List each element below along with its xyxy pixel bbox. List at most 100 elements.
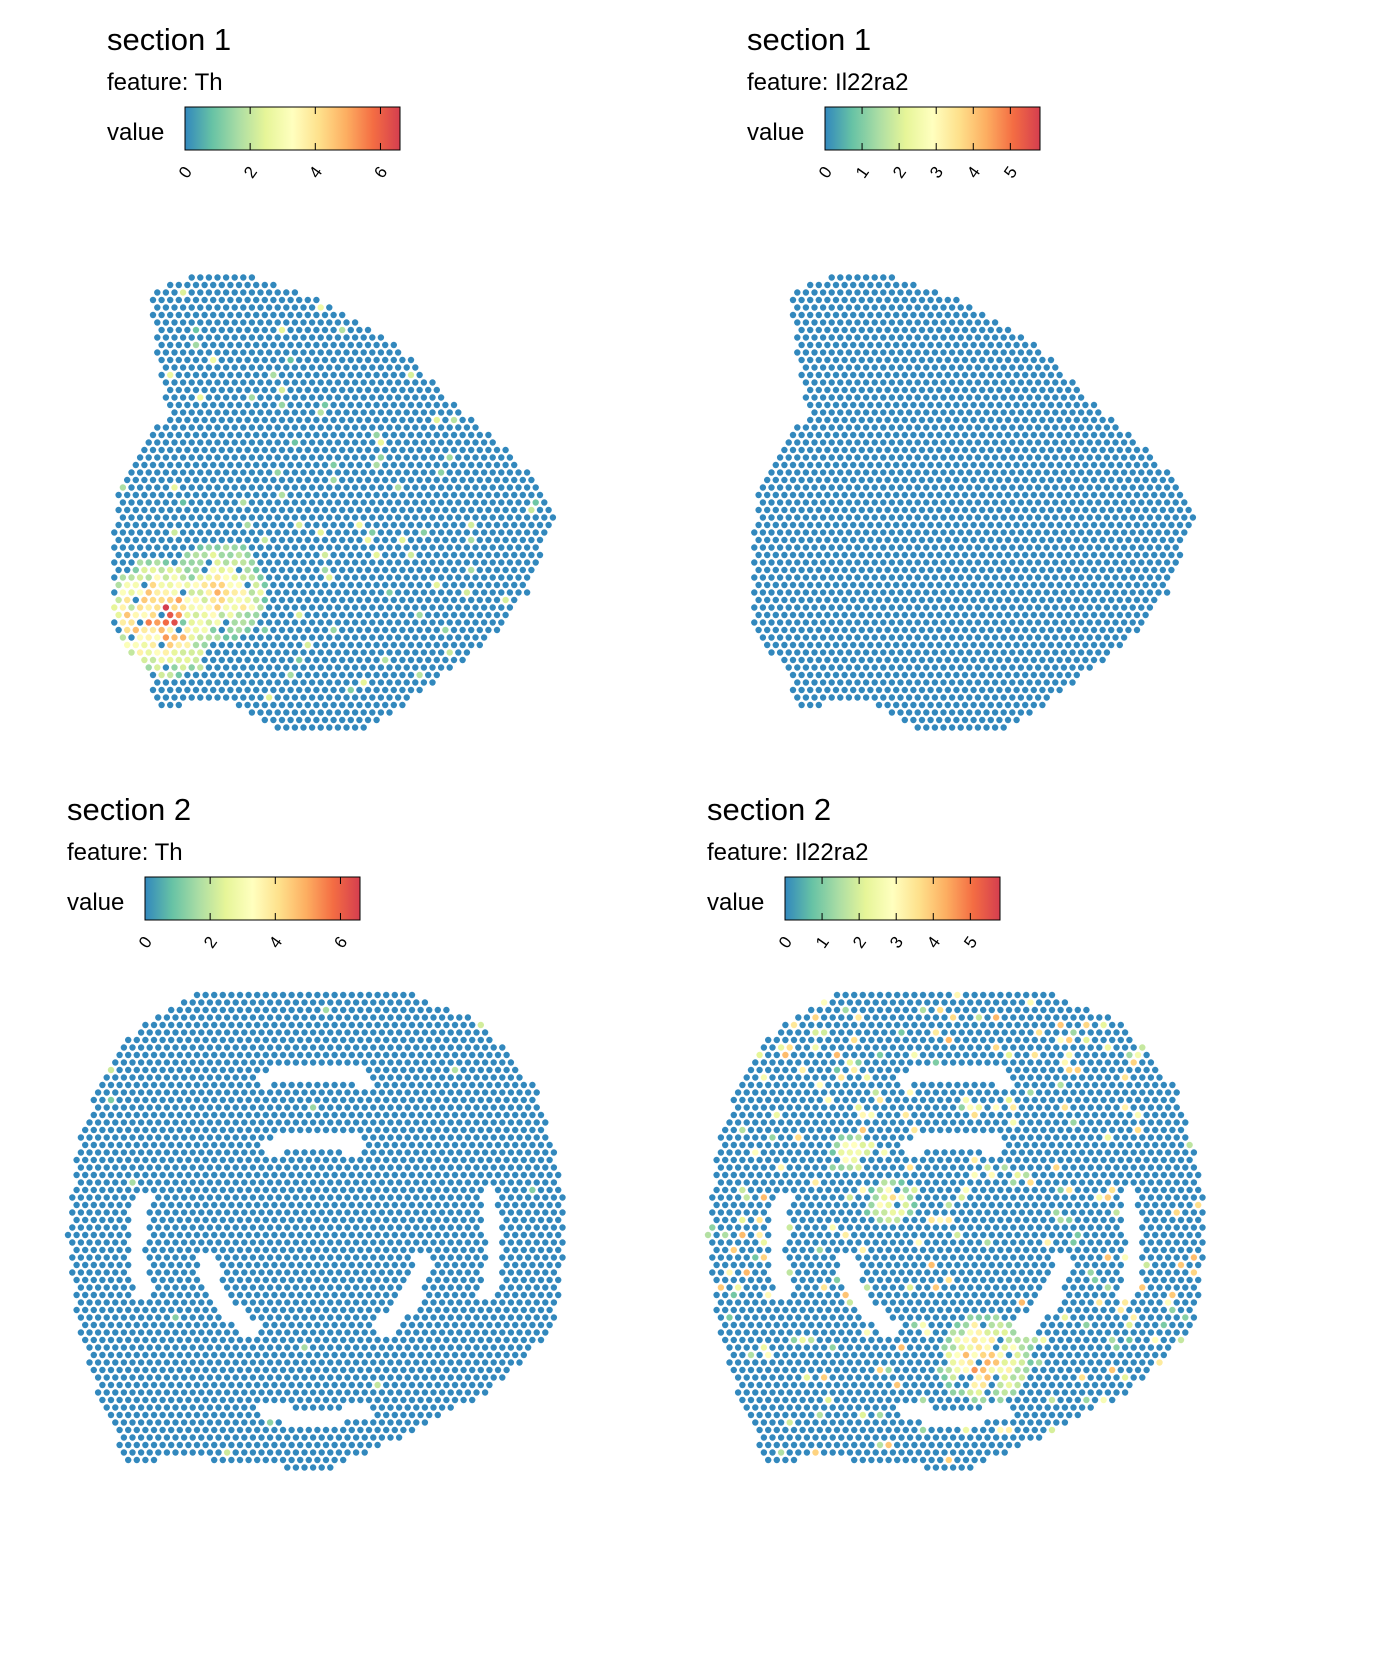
spot [283,409,290,416]
spot [270,311,277,319]
spot [240,349,247,356]
spot [1103,649,1111,656]
spot [936,401,943,409]
spot [205,514,213,521]
spot [356,521,363,529]
spot [1069,604,1076,611]
spot [382,386,389,394]
spot [124,611,131,619]
spot [343,559,350,566]
spot [1086,424,1093,431]
spot [927,506,934,514]
spot [979,386,986,394]
spot [1060,574,1068,581]
spot [966,469,973,476]
spot [996,491,1003,499]
spot [1026,499,1033,506]
spot [429,514,436,521]
spot [416,386,423,394]
spot [357,1036,364,1044]
spot [983,424,990,431]
spot [236,1066,244,1074]
spot [901,296,908,304]
spot [1073,476,1080,484]
spot [832,341,840,349]
spot [373,431,380,439]
spot [983,664,990,671]
spot [1125,626,1132,634]
spot [815,596,822,604]
spot [867,341,874,349]
spot [132,521,139,529]
spot [1133,581,1141,589]
spot [214,364,221,371]
spot [274,544,281,551]
spot [1026,469,1033,476]
spot [188,394,195,401]
spot [957,514,964,521]
spot [880,574,887,581]
spot [789,476,797,484]
spot [179,604,187,611]
spot [231,319,238,326]
spot [201,371,208,379]
spot [446,544,453,551]
spot [477,1066,484,1074]
spot [888,454,896,461]
spot [287,446,294,454]
spot [214,634,221,641]
spot [210,416,217,424]
spot [1099,446,1106,454]
spot [1026,709,1033,716]
spot [175,686,182,694]
spot [1047,686,1055,694]
spot [330,596,337,604]
spot [171,589,178,596]
spot [905,619,913,626]
spot [1000,349,1007,356]
spot [918,386,926,394]
spot [1108,596,1115,604]
spot [356,461,363,469]
spot [235,536,243,544]
spot [931,559,939,566]
spot [287,326,294,334]
spot [798,476,805,484]
spot [364,326,372,334]
spot [437,469,445,476]
spot [192,371,200,379]
spot [768,574,775,581]
spot [1026,529,1033,536]
spot [1047,386,1055,394]
spot [240,304,247,311]
spot [824,461,831,469]
spot [240,274,247,281]
spot [179,364,187,371]
spot [1030,506,1037,514]
spot [1116,641,1123,649]
spot [188,694,195,701]
spot [188,334,195,341]
spot [373,686,380,694]
spot [472,424,479,431]
spot [875,371,883,379]
spot [1077,484,1085,491]
spot [772,476,779,484]
spot [776,469,784,476]
spot [115,596,122,604]
spot [184,356,191,364]
spot [386,649,393,656]
spot [351,664,359,671]
spot [301,1044,308,1051]
spot [1103,544,1111,551]
spot [927,656,934,664]
spot [382,476,389,484]
spot [304,371,311,379]
spot [287,416,294,424]
spot [905,364,913,371]
spot [888,499,896,506]
spot [205,439,213,446]
spot [841,686,848,694]
spot [875,701,883,709]
spot [145,649,152,656]
